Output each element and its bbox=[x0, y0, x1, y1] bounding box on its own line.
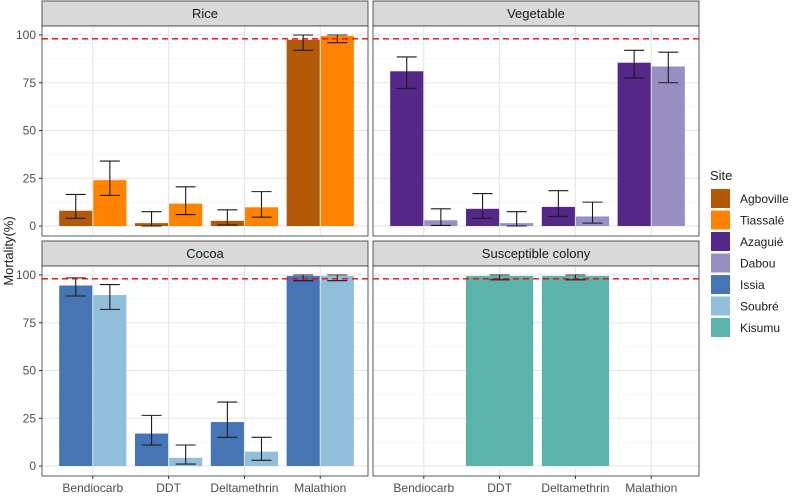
x-tick-label: Bendiocarb bbox=[393, 481, 454, 495]
x-tick-label: Malathion bbox=[294, 481, 346, 495]
bar-issia-bendiocarb bbox=[59, 285, 93, 466]
legend-key-dabou bbox=[711, 253, 730, 273]
y-tick-label: 75 bbox=[23, 316, 37, 330]
facet-strip bbox=[372, 240, 700, 267]
facet-strip bbox=[41, 240, 369, 267]
bar-soubré-malathion bbox=[320, 275, 354, 466]
x-tick-label: Malathion bbox=[625, 481, 677, 495]
legend-label: Issia bbox=[740, 278, 765, 292]
bar-kisumu-deltamethrin bbox=[541, 275, 610, 466]
legend-key-tiassalé bbox=[711, 210, 730, 230]
facet-title: Rice bbox=[192, 6, 218, 21]
y-tick-label: 0 bbox=[29, 219, 36, 233]
y-tick-label: 50 bbox=[23, 124, 37, 138]
bar-issia-malathion bbox=[286, 275, 320, 466]
legend-label: Kisumu bbox=[740, 321, 780, 335]
x-tick-label: Deltamethrin bbox=[541, 481, 609, 495]
legend-label: Dabou bbox=[740, 257, 775, 271]
panel-border bbox=[372, 265, 700, 477]
legend-label: Agboville bbox=[740, 192, 789, 206]
facet-strip bbox=[372, 0, 700, 27]
y-tick-label: 0 bbox=[29, 459, 36, 473]
legend-label: Tiassalé bbox=[740, 214, 785, 228]
y-tick-label: 25 bbox=[23, 171, 37, 185]
bar-kisumu-ddt bbox=[465, 275, 534, 466]
y-tick-label: 75 bbox=[23, 76, 37, 90]
x-tick-label: Bendiocarb bbox=[62, 481, 123, 495]
legend-key-azaguié bbox=[711, 232, 730, 251]
legend-key-kisumu bbox=[711, 318, 730, 337]
facet-title: Susceptible colony bbox=[482, 246, 591, 261]
facet-title: Vegetable bbox=[507, 6, 565, 21]
facet-title: Cocoa bbox=[186, 246, 224, 261]
legend-key-issia bbox=[711, 275, 730, 294]
x-tick-label: DDT bbox=[487, 481, 512, 495]
legend-label: Azaguié bbox=[740, 235, 784, 249]
facet-strip bbox=[41, 0, 369, 27]
bar-agboville-malathion bbox=[286, 39, 320, 227]
y-tick-label: 100 bbox=[16, 28, 36, 42]
bar-azaguié-malathion bbox=[617, 62, 651, 226]
y-tick-label: 100 bbox=[16, 268, 36, 282]
y-tick-label: 50 bbox=[23, 364, 37, 378]
bar-azaguié-bendiocarb bbox=[390, 71, 424, 226]
bar-soubré-bendiocarb bbox=[93, 295, 127, 466]
legend-key-agboville bbox=[711, 189, 730, 208]
x-tick-label: Deltamethrin bbox=[210, 481, 278, 495]
y-axis-label: Mortality(%) bbox=[1, 216, 16, 285]
legend-label: Soubré bbox=[740, 300, 779, 314]
legend-key-soubré bbox=[711, 296, 730, 316]
x-tick-label: DDT bbox=[156, 481, 181, 495]
bar-dabou-malathion bbox=[651, 66, 685, 226]
panel-border bbox=[372, 25, 700, 237]
legend-title: Site bbox=[710, 168, 732, 183]
y-tick-label: 25 bbox=[23, 411, 37, 425]
bar-tiassalé-malathion bbox=[320, 35, 354, 226]
